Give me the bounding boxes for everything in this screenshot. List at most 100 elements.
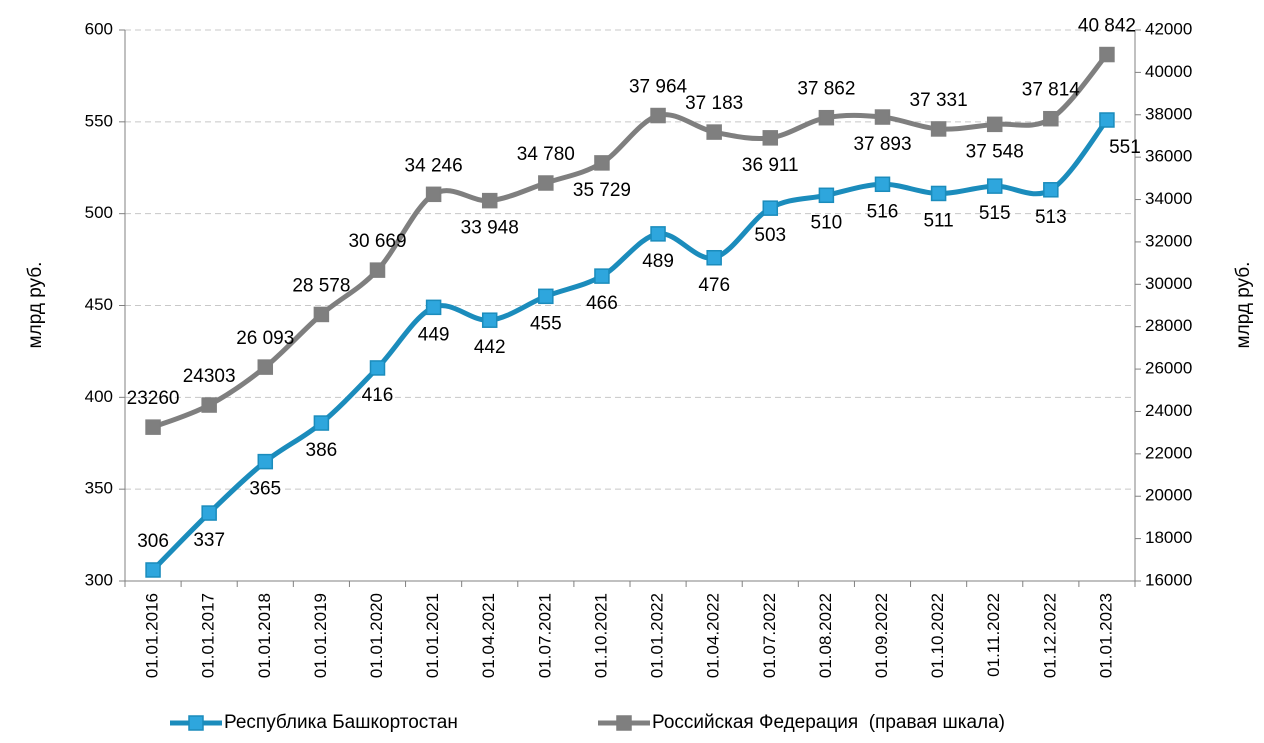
legend-label: Российская Федерация (правая шкала)	[652, 712, 1005, 733]
data-label: 511	[923, 210, 953, 231]
point-marker	[1043, 110, 1059, 127]
x-tick-label: 01.01.2019	[311, 593, 330, 678]
point-marker	[145, 419, 161, 435]
data-label: 476	[698, 275, 730, 296]
y2-axis-title: млрд руб.	[1233, 262, 1254, 349]
point-marker	[874, 109, 891, 125]
x-tick-label: 01.10.2021	[591, 593, 610, 678]
point-marker	[145, 562, 161, 578]
y2-tick-label: 30000	[1145, 274, 1192, 293]
point-marker	[762, 200, 779, 216]
x-tick-label: 01.04.2022	[704, 593, 723, 678]
legend-marker	[188, 715, 204, 731]
y2-tick-label: 28000	[1145, 316, 1192, 335]
point-marker	[930, 121, 947, 137]
x-tick-label: 01.10.2022	[928, 593, 947, 678]
data-label: 34 780	[517, 144, 575, 165]
x-tick-label: 01.12.2022	[1040, 593, 1059, 678]
y2-tick-label: 42000	[1145, 19, 1192, 38]
data-label: 37 862	[797, 79, 855, 100]
point-marker	[762, 130, 779, 146]
point-marker	[818, 187, 835, 204]
data-label: 510	[811, 212, 843, 233]
point-marker	[538, 175, 554, 191]
y-tick-label: 450	[85, 295, 113, 314]
x-tick-label: 01.01.2016	[143, 593, 162, 678]
x-tick-label: 01.01.2017	[199, 593, 218, 678]
y2-tick-label: 32000	[1145, 231, 1192, 250]
data-label: 23260	[127, 388, 180, 409]
x-tick-label: 01.07.2022	[760, 593, 779, 678]
point-marker	[1099, 112, 1115, 128]
point-marker	[1099, 46, 1115, 63]
point-marker	[481, 192, 498, 209]
data-label: 28 578	[292, 275, 350, 296]
x-tick-label: 01.01.2023	[1096, 593, 1115, 678]
data-label: 449	[418, 324, 450, 345]
y-axis-title: млрд руб.	[25, 262, 46, 349]
data-label: 37 548	[966, 141, 1024, 162]
point-marker	[986, 116, 1003, 133]
data-label: 503	[754, 225, 786, 246]
point-marker	[481, 312, 498, 328]
x-tick-label: 01.08.2022	[816, 593, 835, 678]
y2-tick-label: 36000	[1145, 147, 1192, 166]
data-label: 34 246	[405, 155, 463, 176]
y2-tick-label: 26000	[1145, 359, 1192, 378]
point-marker	[313, 306, 330, 323]
point-marker	[257, 359, 274, 375]
point-marker	[201, 505, 217, 521]
y2-tick-label: 40000	[1145, 62, 1192, 81]
data-label: 37 893	[853, 134, 911, 155]
point-marker	[986, 178, 1003, 194]
data-label: 515	[979, 203, 1011, 224]
data-label: 37 331	[910, 90, 968, 111]
point-marker	[594, 155, 610, 171]
data-label: 337	[193, 530, 225, 551]
data-label: 516	[867, 201, 899, 222]
data-label: 306	[137, 531, 169, 552]
data-label: 33 948	[461, 218, 519, 239]
y-tick-label: 350	[85, 479, 113, 498]
data-label: 36 911	[742, 155, 799, 176]
series-line	[151, 118, 1109, 572]
y2-tick-label: 38000	[1145, 104, 1192, 123]
y2-tick-label: 16000	[1145, 570, 1192, 589]
data-label: 35 729	[573, 180, 631, 201]
point-marker	[1043, 182, 1059, 198]
point-marker	[650, 107, 666, 124]
point-marker	[706, 249, 722, 266]
data-label: 37 964	[629, 77, 688, 98]
y-tick-label: 550	[85, 111, 113, 130]
point-marker	[538, 288, 554, 305]
data-label: 551	[1109, 137, 1141, 158]
y2-tick-label: 20000	[1145, 486, 1192, 505]
y-tick-label: 400	[85, 387, 113, 406]
point-marker	[706, 124, 722, 140]
data-label: 26 093	[236, 328, 294, 349]
x-tick-label: 01.09.2022	[872, 593, 891, 678]
x-tick-label: 01.07.2021	[535, 593, 554, 678]
point-marker	[369, 262, 386, 278]
legend-label: Республика Башкортостан	[224, 712, 458, 733]
point-marker	[874, 176, 891, 193]
x-tick-label: 01.04.2021	[479, 593, 498, 678]
point-marker	[930, 185, 947, 202]
y2-tick-label: 24000	[1145, 401, 1192, 420]
data-label: 416	[362, 385, 394, 406]
point-marker	[201, 397, 217, 413]
point-marker	[313, 415, 330, 431]
point-marker	[257, 453, 274, 470]
x-tick-label: 01.01.2018	[255, 593, 274, 678]
data-label: 30 669	[348, 231, 406, 252]
data-label: 40 842	[1078, 16, 1136, 37]
data-label: 37 814	[1022, 80, 1081, 101]
data-label: 455	[530, 313, 562, 334]
x-tick-label: 01.01.2021	[423, 593, 442, 678]
y-tick-label: 500	[85, 203, 113, 222]
legend-marker	[616, 715, 632, 731]
data-label: 24303	[183, 366, 236, 387]
y2-tick-label: 18000	[1145, 528, 1192, 547]
point-marker	[594, 268, 610, 284]
